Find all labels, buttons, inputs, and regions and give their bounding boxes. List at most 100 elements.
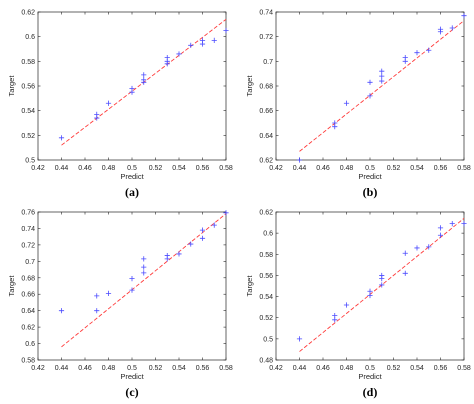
y-tick-label: 0.68 [21, 275, 35, 282]
y-tick-label: 0.76 [21, 210, 35, 217]
y-tick-label: 0.72 [21, 242, 35, 249]
x-tick-label: 0.44 [293, 165, 307, 172]
data-point [105, 100, 112, 106]
data-point [402, 270, 408, 276]
panel-caption: (d) [363, 385, 378, 399]
data-point [141, 256, 147, 262]
x-tick-label: 0.42 [269, 365, 283, 372]
x-tick-label: 0.52 [149, 165, 163, 172]
y-tick-label: 0.66 [21, 292, 35, 299]
x-tick-label: 0.48 [102, 165, 116, 172]
data-point [129, 276, 135, 282]
y-axis-label: Target [245, 275, 254, 297]
x-tick-label: 0.46 [78, 165, 92, 172]
data-point [223, 210, 229, 216]
data-point [449, 25, 455, 31]
data-point [379, 68, 385, 74]
y-tick-label: 0.62 [259, 158, 273, 165]
data-point [343, 100, 350, 106]
x-tick-label: 0.54 [410, 365, 424, 372]
data-point [129, 85, 135, 92]
fit-line [61, 213, 227, 348]
data-point [414, 245, 420, 251]
x-tick-label: 0.56 [434, 165, 448, 172]
chart-panel: 0.42 0.44 0.46 0.48 0.5 0.52 0.54 0.56 0.58 0.58 0… [7, 210, 233, 400]
x-axis-label: Predict [358, 372, 382, 381]
data-point [141, 72, 147, 78]
data-point [379, 282, 385, 288]
plot-area [275, 211, 465, 361]
data-point [164, 252, 170, 259]
data-point [141, 77, 147, 83]
x-tick-label: 0.44 [55, 365, 69, 372]
data-point [426, 47, 432, 53]
data-point [164, 55, 170, 61]
x-tick-label: 0.58 [457, 165, 471, 172]
data-point [332, 120, 338, 126]
y-tick-label: 0.6 [25, 341, 35, 348]
y-tick-label: 0.5 [25, 158, 35, 165]
data-point [199, 235, 206, 241]
fit-line [299, 20, 465, 152]
y-tick-label: 0.56 [21, 84, 35, 91]
data-point [426, 244, 432, 250]
data-point [414, 50, 420, 56]
x-tick-label: 0.58 [219, 165, 233, 172]
x-tick-label: 0.56 [196, 165, 210, 172]
data-point [437, 225, 444, 231]
y-tick-label: 0.52 [21, 133, 35, 140]
y-tick-label: 0.7 [263, 59, 273, 66]
y-tick-label: 0.62 [21, 10, 35, 17]
data-point [437, 232, 444, 238]
x-tick-label: 0.5 [365, 165, 375, 172]
data-point [94, 293, 100, 299]
data-point [461, 13, 467, 19]
data-point [188, 241, 194, 247]
data-point [105, 290, 112, 296]
x-tick-label: 0.56 [434, 365, 448, 372]
y-tick-label: 0.72 [259, 34, 273, 41]
y-tick-label: 0.56 [259, 273, 273, 280]
y-tick-label: 0.62 [259, 210, 273, 217]
data-point [402, 250, 408, 256]
data-point [141, 264, 147, 270]
x-tick-label: 0.48 [340, 365, 354, 372]
data-point [296, 336, 303, 342]
x-axis-label: Predict [120, 172, 144, 181]
y-tick-label: 0.54 [259, 294, 273, 301]
x-tick-label: 0.52 [387, 165, 401, 172]
y-tick-label: 0.52 [259, 315, 273, 322]
data-point [343, 302, 350, 308]
data-point [199, 227, 206, 233]
data-point [367, 288, 373, 294]
x-tick-label: 0.44 [293, 365, 307, 372]
x-tick-label: 0.54 [172, 365, 186, 372]
data-point [296, 157, 303, 163]
data-point [379, 73, 385, 79]
x-tick-label: 0.46 [316, 165, 330, 172]
y-tick-label: 0.6 [263, 231, 273, 238]
x-tick-label: 0.5 [365, 365, 375, 372]
data-point [223, 27, 229, 34]
panel-caption: (a) [125, 185, 139, 199]
data-point [461, 221, 467, 227]
data-point [176, 251, 182, 257]
y-tick-label: 0.66 [259, 108, 273, 115]
y-tick-label: 0.58 [21, 358, 35, 365]
x-tick-label: 0.46 [316, 365, 330, 372]
chart-panel: 0.42 0.44 0.46 0.48 0.5 0.52 0.54 0.56 0.58 0.62 0… [245, 10, 471, 200]
y-tick-label: 0.74 [259, 10, 273, 17]
chart-panel: 0.42 0.44 0.46 0.48 0.5 0.52 0.54 0.56 0.58 0.48 0… [245, 210, 471, 400]
data-point [379, 272, 385, 279]
x-tick-label: 0.48 [340, 165, 354, 172]
x-tick-label: 0.5 [127, 365, 137, 372]
data-point [211, 37, 217, 43]
panel-caption: (b) [363, 185, 378, 199]
x-tick-label: 0.42 [269, 165, 283, 172]
y-tick-label: 0.58 [21, 59, 35, 66]
x-axis-label: Predict [358, 172, 382, 181]
data-point [332, 313, 338, 319]
x-tick-label: 0.5 [127, 165, 137, 172]
data-point [211, 222, 217, 228]
